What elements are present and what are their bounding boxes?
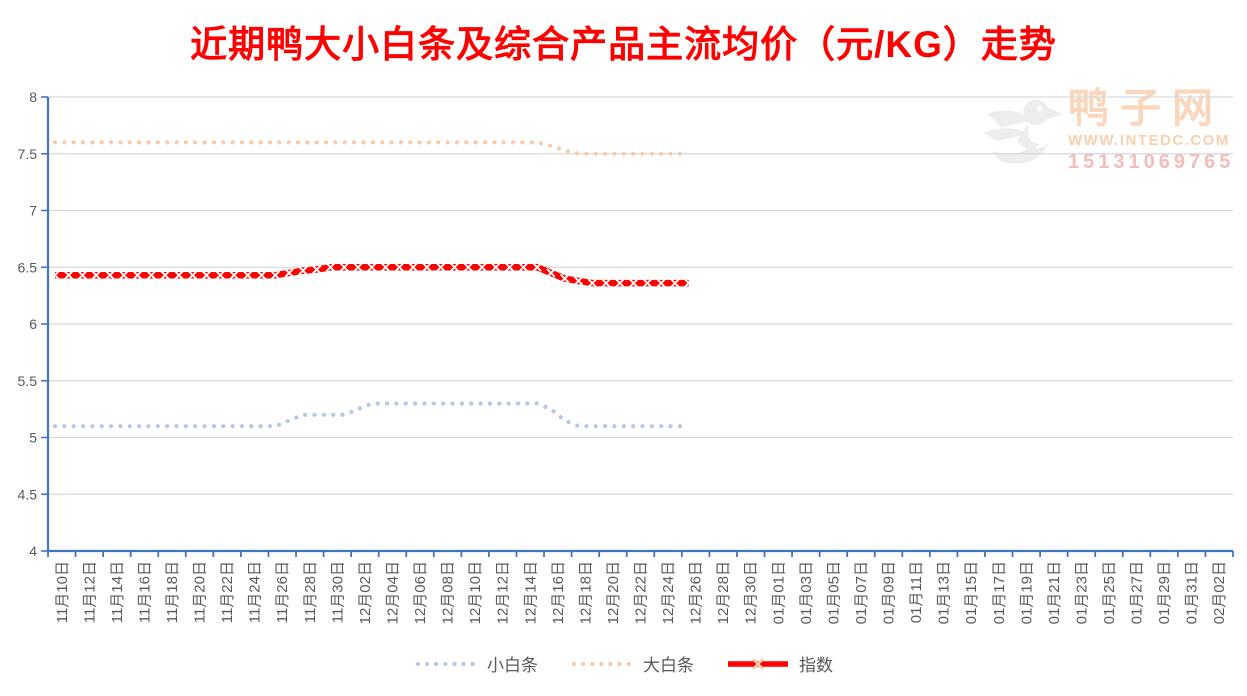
svg-text:12月02日: 12月02日: [357, 561, 374, 624]
svg-text:5.5: 5.5: [18, 373, 38, 389]
watermark-brand: 鸭子网: [1068, 85, 1224, 131]
svg-text:7.5: 7.5: [18, 146, 38, 162]
svg-text:01月03日: 01月03日: [798, 561, 815, 624]
chart-title: 近期鸭大小白条及综合产品主流均价（元/KG）走势: [190, 24, 1057, 65]
svg-text:01月13日: 01月13日: [936, 561, 953, 624]
svg-text:12月24日: 12月24日: [660, 561, 677, 624]
svg-text:01月29日: 01月29日: [1156, 561, 1173, 624]
svg-text:01月23日: 01月23日: [1073, 561, 1090, 624]
svg-text:11月30日: 11月30日: [329, 561, 346, 623]
svg-text:12月20日: 12月20日: [605, 561, 622, 624]
svg-text:01月01日: 01月01日: [770, 561, 787, 624]
svg-text:11月10日: 11月10日: [54, 561, 71, 623]
svg-text:11月20日: 11月20日: [192, 561, 209, 623]
svg-text:12月30日: 12月30日: [743, 561, 760, 624]
svg-text:01月21日: 01月21日: [1046, 561, 1063, 624]
svg-text:01月17日: 01月17日: [991, 561, 1008, 624]
svg-text:12月04日: 12月04日: [385, 561, 402, 624]
svg-text:12月18日: 12月18日: [577, 561, 594, 624]
svg-text:11月14日: 11月14日: [109, 561, 126, 623]
svg-text:12月16日: 12月16日: [550, 561, 567, 624]
svg-text:12月26日: 12月26日: [688, 561, 705, 624]
chart-legend: 小白条 大白条 指数: [0, 651, 1247, 676]
svg-text:6: 6: [29, 316, 37, 332]
svg-text:12月08日: 12月08日: [440, 561, 457, 624]
svg-text:11月24日: 11月24日: [247, 561, 264, 623]
watermark: 鸭子网 WWW.INTEDC.COM 15131069765: [980, 88, 1234, 174]
svg-text:11月12日: 11月12日: [81, 561, 98, 623]
svg-text:12月12日: 12月12日: [495, 561, 512, 624]
svg-text:11月22日: 11月22日: [219, 561, 236, 623]
svg-text:6.5: 6.5: [18, 259, 38, 275]
svg-text:12月22日: 12月22日: [633, 561, 650, 624]
legend-item-xiaobaitiao: 小白条: [414, 651, 538, 676]
zhishu-series-marker-icon: [728, 657, 788, 670]
svg-text:11月26日: 11月26日: [274, 561, 291, 623]
watermark-phone: 15131069765: [1068, 151, 1235, 173]
svg-text:12月10日: 12月10日: [467, 561, 484, 624]
svg-text:01月15日: 01月15日: [963, 561, 980, 624]
legend-item-zhishu: 指数: [726, 651, 833, 676]
svg-text:01月11日: 01月11日: [908, 561, 925, 623]
svg-text:8: 8: [29, 89, 37, 105]
svg-text:02月02日: 02月02日: [1211, 561, 1228, 624]
watermark-website: WWW.INTEDC.COM: [1068, 132, 1230, 149]
svg-text:11月16日: 11月16日: [137, 561, 154, 623]
svg-text:11月28日: 11月28日: [302, 561, 319, 623]
svg-text:01月31日: 01月31日: [1184, 561, 1201, 624]
svg-text:4.5: 4.5: [18, 486, 38, 502]
legend-label-xiaobaitiao: 小白条: [487, 656, 538, 675]
legend-label-dabaitiao: 大白条: [643, 656, 694, 675]
svg-text:5: 5: [29, 430, 37, 446]
svg-text:01月27日: 01月27日: [1129, 561, 1146, 624]
svg-text:12月28日: 12月28日: [715, 561, 732, 624]
legend-label-zhishu: 指数: [799, 656, 833, 675]
dabaitiao-series-marker-icon: [571, 661, 633, 666]
svg-text:7: 7: [29, 203, 37, 219]
svg-text:4: 4: [29, 543, 37, 559]
svg-text:01月19日: 01月19日: [1018, 561, 1035, 624]
svg-text:12月14日: 12月14日: [522, 561, 539, 624]
svg-text:01月09日: 01月09日: [881, 561, 898, 624]
watermark-text: 鸭子网 WWW.INTEDC.COM 15131069765: [1068, 88, 1234, 174]
xiaobaitiao-series-marker-icon: [415, 661, 477, 666]
svg-text:11月18日: 11月18日: [164, 561, 181, 623]
legend-item-dabaitiao: 大白条: [570, 651, 694, 676]
svg-text:12月06日: 12月06日: [412, 561, 429, 624]
svg-text:01月07日: 01月07日: [853, 561, 870, 624]
svg-text:01月25日: 01月25日: [1101, 561, 1118, 624]
svg-text:01月05日: 01月05日: [825, 561, 842, 624]
